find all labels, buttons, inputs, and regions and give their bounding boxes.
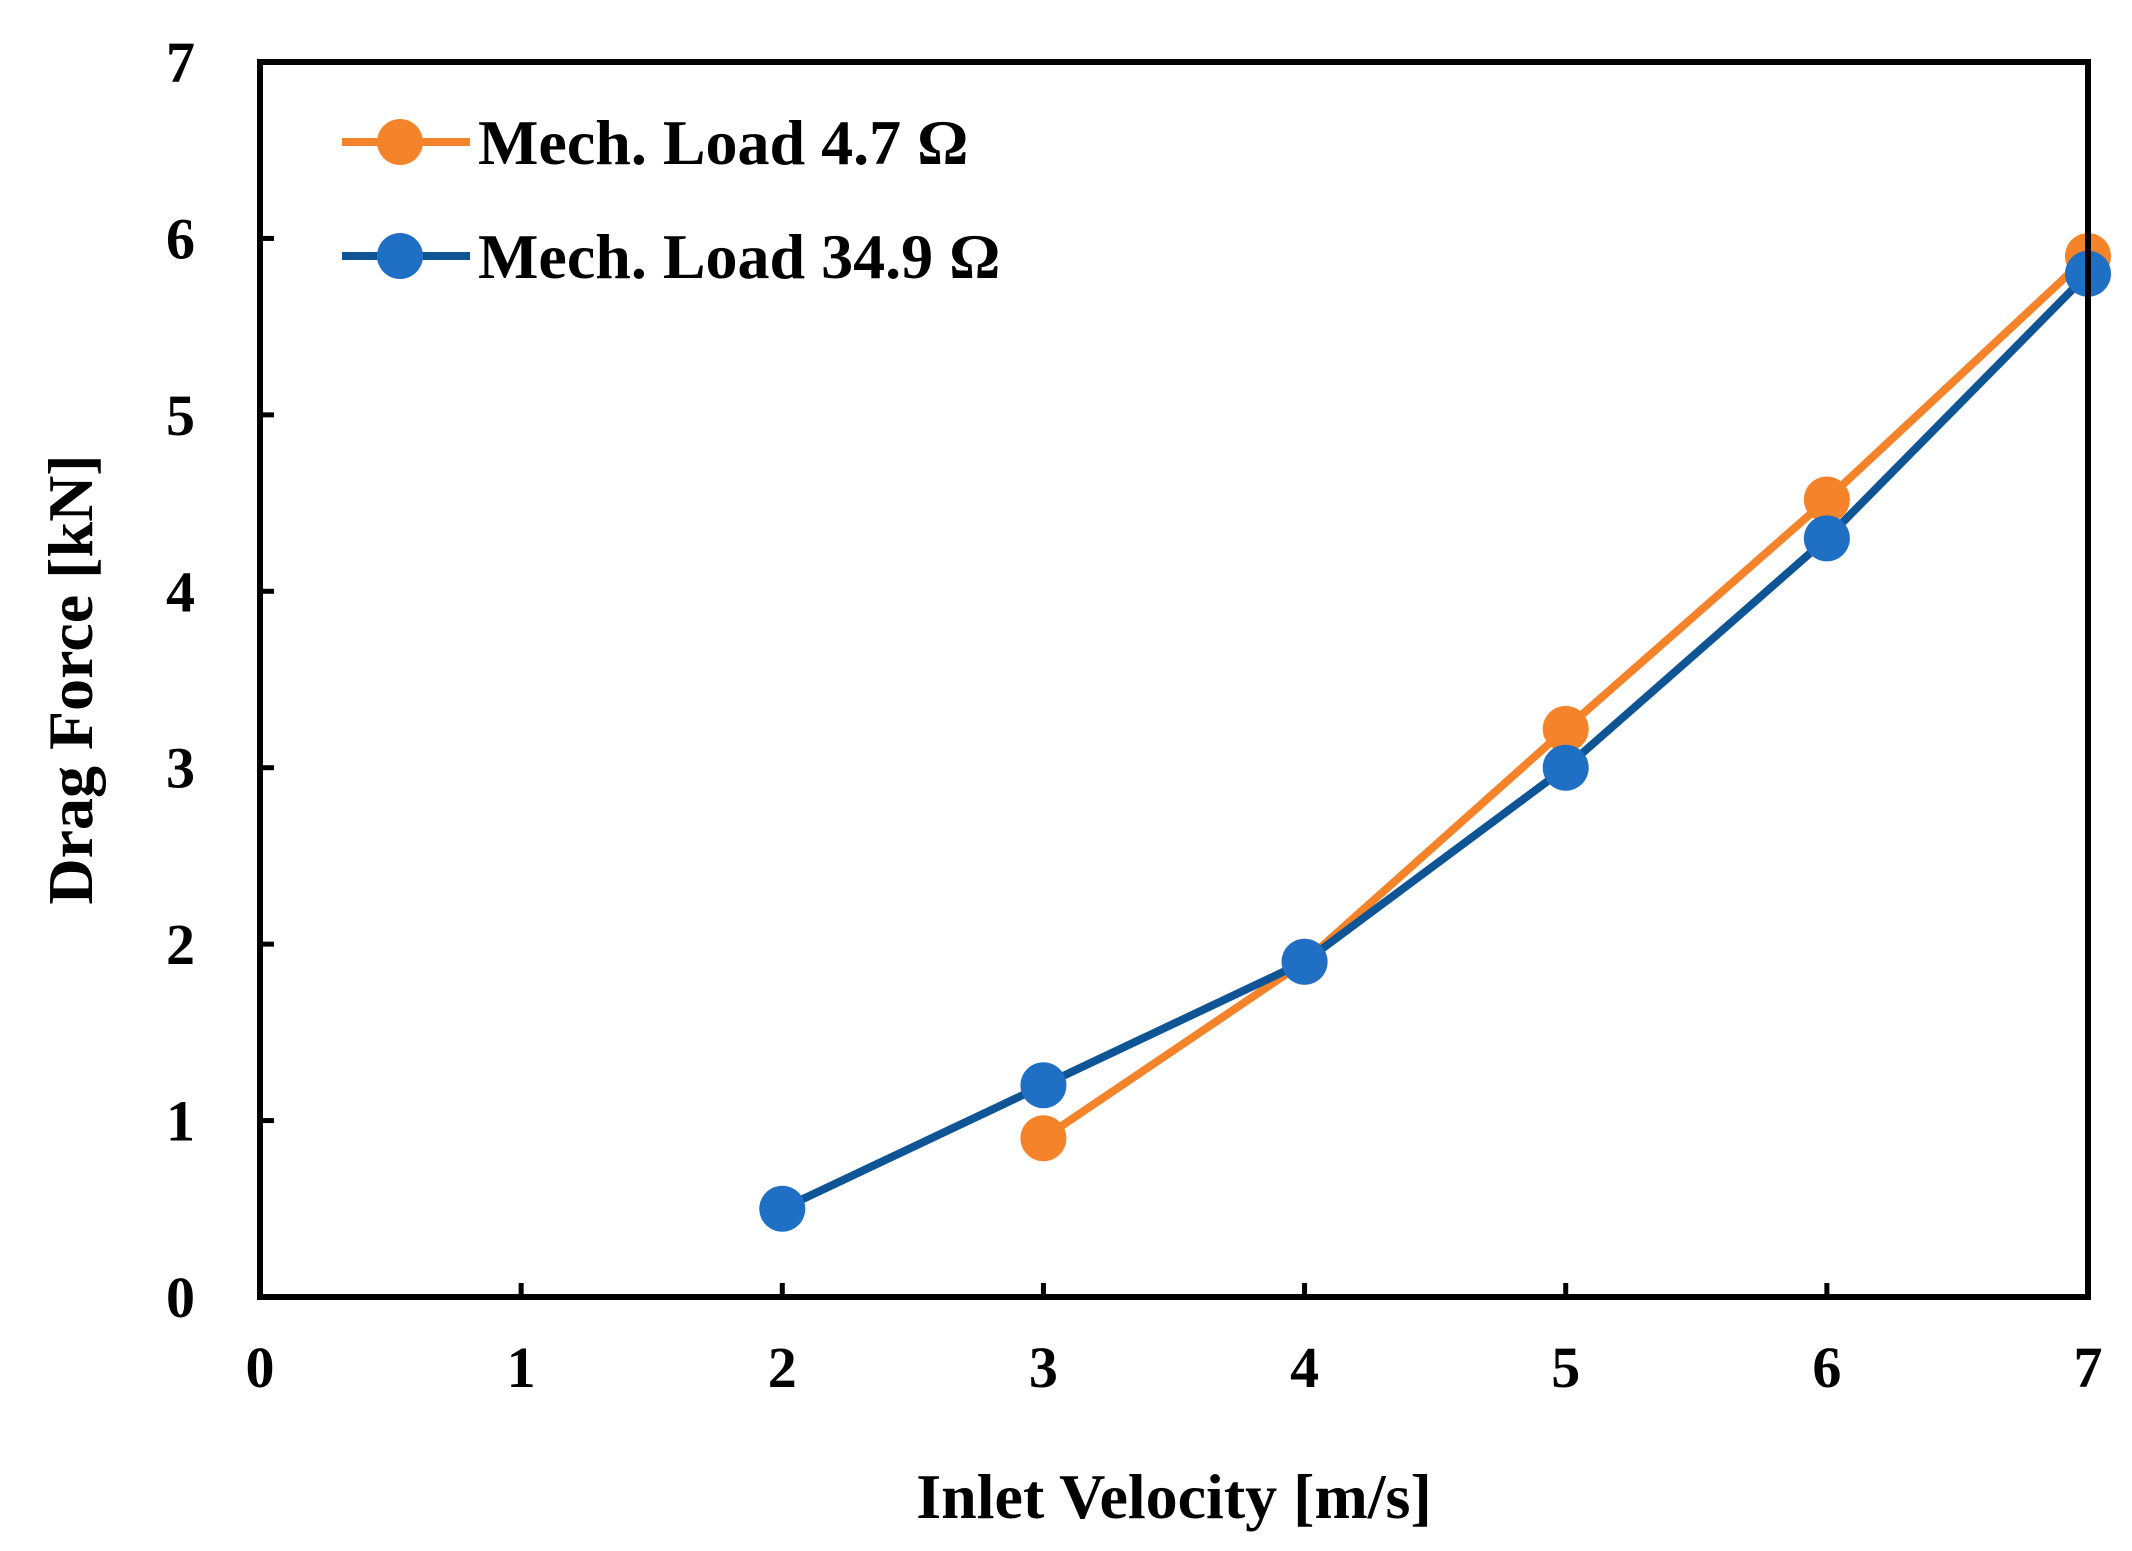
series-1	[1020, 233, 2111, 1162]
data-point	[1803, 515, 1850, 562]
legend-marker	[377, 233, 423, 279]
series-2	[759, 250, 2111, 1232]
x-tick-label: 0	[246, 1335, 275, 1400]
x-tick-label: 3	[1029, 1335, 1058, 1400]
y-tick-label: 0	[166, 1265, 195, 1330]
legend: Mech. Load 4.7 Ω Mech. Load 34.9 Ω	[342, 107, 1000, 292]
data-point	[1020, 1062, 1067, 1109]
x-tick-label: 2	[768, 1335, 797, 1400]
y-axis-title: Drag Force [kN]	[35, 454, 106, 904]
y-tick-label: 5	[166, 383, 195, 448]
y-tick-label: 6	[166, 206, 195, 271]
legend-label: Mech. Load 4.7 Ω	[478, 107, 968, 178]
data-point	[759, 1185, 806, 1232]
legend-label: Mech. Load 34.9 Ω	[478, 221, 1000, 292]
y-tick-label: 7	[166, 30, 195, 95]
x-tick-label: 1	[507, 1335, 536, 1400]
y-tick-label: 3	[166, 736, 195, 801]
y-axis-ticks: 0 1 2 3 4 5 6 7	[166, 30, 274, 1330]
y-tick-label: 1	[166, 1089, 195, 1154]
y-tick-label: 4	[166, 559, 195, 624]
x-tick-label: 5	[1551, 1335, 1580, 1400]
y-tick-label: 2	[166, 912, 195, 977]
series-line	[1039, 252, 2092, 1143]
data-point	[1542, 705, 1589, 752]
data-point	[1020, 1115, 1067, 1162]
x-axis-title: Inlet Velocity [m/s]	[916, 1461, 1432, 1532]
plot-area-frame	[257, 59, 2091, 1300]
data-point	[1281, 938, 1328, 985]
series-line	[778, 269, 2092, 1213]
x-tick-label: 7	[2074, 1335, 2103, 1400]
x-tick-label: 6	[1812, 1335, 1841, 1400]
x-axis-ticks: 0 1 2 3 4 5 6 7	[246, 1283, 2103, 1400]
data-point	[1542, 744, 1589, 791]
x-tick-label: 4	[1290, 1335, 1319, 1400]
data-point	[1803, 476, 1850, 523]
legend-marker	[377, 119, 423, 165]
series-layer	[759, 233, 2111, 1232]
